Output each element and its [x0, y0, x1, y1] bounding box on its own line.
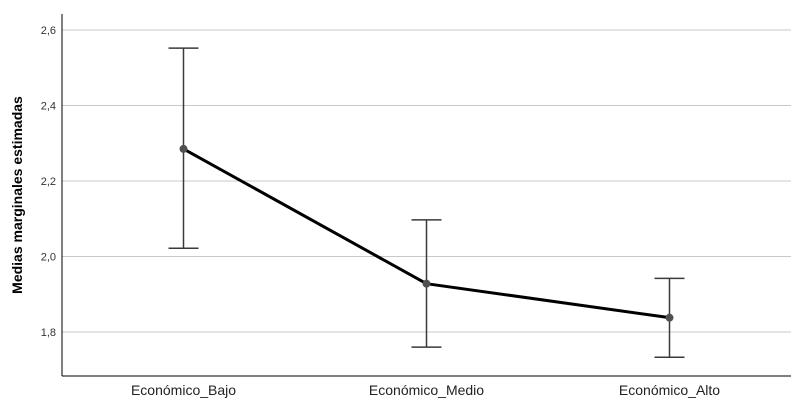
y-tick-label: 2,6 — [41, 25, 56, 37]
error-bars — [168, 47, 685, 359]
y-tick-label: 2,4 — [41, 101, 56, 113]
y-tick-label: 2,0 — [41, 252, 56, 264]
axes — [61, 14, 791, 377]
data-point — [179, 144, 188, 153]
y-tick-label: 1,8 — [41, 327, 56, 339]
y-tick-labels: 1,8 2,0 2,2 2,4 2,6 — [41, 25, 56, 339]
y-axis-title: Medias marginales estimadas — [9, 96, 25, 294]
y-tick-label: 2,2 — [41, 176, 56, 188]
x-tick-label: Económico_Medio — [369, 382, 484, 398]
x-tick-label: Económico_Alto — [619, 382, 720, 398]
data-point — [422, 279, 431, 288]
x-tick-label: Económico_Bajo — [131, 382, 236, 398]
x-tick-labels: Económico_Bajo Económico_Medio Económico_A… — [131, 382, 720, 398]
data-point — [665, 313, 674, 322]
data-points — [179, 144, 674, 322]
